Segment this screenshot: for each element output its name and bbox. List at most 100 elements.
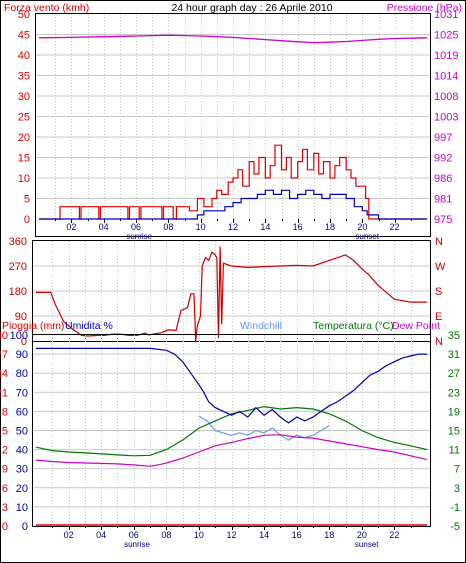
pressure-tick-label: 986 <box>434 173 452 185</box>
temperature-tick-label: 31 <box>448 349 460 361</box>
pressure-tick-label: 1019 <box>434 50 458 62</box>
compass-tick-label: W <box>435 261 446 273</box>
wind-avg-series <box>39 189 427 220</box>
hour-tick-label: 04 <box>99 222 109 232</box>
temperature-axis-ticks: 35 31 27 23 19 15 11 7 3 -1 -5 <box>448 330 460 533</box>
humidity-tick-label: 0 <box>22 521 28 533</box>
temperature-panel-hour-axis: 02 04 06 08 10 12 14 16 18 20 22 sunrise sunset <box>52 526 412 549</box>
hour-tick-label: 08 <box>163 222 173 232</box>
humidity-tick-label: 50 <box>16 426 28 438</box>
temperature-panel-frame <box>32 334 431 527</box>
hour-tick-label: 12 <box>226 530 236 540</box>
sunrise-label: sunrise <box>126 232 152 241</box>
wind-tick-label: 50 <box>18 9 30 21</box>
hour-tick-label: 14 <box>259 530 269 540</box>
hour-tick-label: 10 <box>196 222 206 232</box>
direction-panel-frame <box>32 240 431 342</box>
pressure-tick-label: 1003 <box>434 112 458 124</box>
humidity-tick-label: 60 <box>16 406 28 418</box>
hour-tick-label: 22 <box>389 530 399 540</box>
rain-tick-label: 12 <box>0 445 8 457</box>
rain-tick-label: 15 <box>0 426 8 438</box>
hour-tick-label: 04 <box>96 530 106 540</box>
temperature-legend: Temperatura (°C) <box>313 320 394 332</box>
hour-tick-label: 02 <box>66 222 76 232</box>
wind-panel-grid <box>36 14 430 219</box>
temperature-tick-label: 35 <box>448 330 460 342</box>
pressure-axis-title: Pressione (hPa) <box>387 2 462 14</box>
wind-tick-label: 30 <box>18 91 30 103</box>
wind-axis-title: Forza vento (kmh) <box>4 2 89 14</box>
wind-tick-label: 0 <box>24 214 30 226</box>
pressure-tick-label: 981 <box>434 194 452 206</box>
temperature-tick-label: 23 <box>448 387 460 399</box>
humidity-series <box>36 347 427 424</box>
rain-tick-label: 6 <box>2 483 8 495</box>
pressure-tick-label: 1025 <box>434 30 458 42</box>
pressure-tick-label: 1014 <box>434 71 458 83</box>
temperature-tick-label: 3 <box>454 483 460 495</box>
humidity-tick-label: 30 <box>16 464 28 476</box>
humidity-tick-label: 10 <box>16 502 28 514</box>
temperature-tick-label: 15 <box>448 426 460 438</box>
direction-tick-label: 180 <box>9 286 27 298</box>
rain-axis-title: Pioggia (mm) <box>2 320 64 332</box>
windchill-series <box>198 415 330 441</box>
temperature-series <box>35 405 428 457</box>
humidity-tick-label: 70 <box>16 387 28 399</box>
humidity-tick-label: 90 <box>16 349 28 361</box>
temperature-tick-label: -1 <box>450 502 460 514</box>
windchill-legend: Windchill <box>240 320 282 332</box>
direction-degree-ticks: 360 270 180 90 0 <box>9 236 27 348</box>
pressure-tick-label: 975 <box>434 214 452 226</box>
hour-tick-label: 14 <box>260 222 270 232</box>
wind-tick-label: 25 <box>18 112 30 124</box>
humidity-axis-title: Umidita % <box>65 320 113 332</box>
direction-tick-label: 90 <box>15 311 27 323</box>
wind-tick-label: 10 <box>18 173 30 185</box>
direction-compass-ticks: N W S E N <box>435 236 446 348</box>
rain-tick-label: 24 <box>0 368 8 380</box>
sunset-label: sunset <box>355 540 379 549</box>
hour-tick-label: 06 <box>131 222 141 232</box>
humidity-tick-label: 80 <box>16 368 28 380</box>
dewpoint-series <box>35 434 428 467</box>
compass-tick-label: S <box>435 286 442 298</box>
wind-tick-label: 20 <box>18 132 30 144</box>
hour-tick-label: 20 <box>357 222 367 232</box>
hour-tick-label: 22 <box>390 222 400 232</box>
wind-panel-frame <box>35 13 431 237</box>
hour-tick-label: 16 <box>293 222 303 232</box>
rain-tick-label: 27 <box>0 349 8 361</box>
humidity-tick-label: 40 <box>16 445 28 457</box>
hour-tick-label: 12 <box>228 222 238 232</box>
pressure-tick-label: 992 <box>434 153 452 165</box>
wind-panel-hour-axis: 02 04 06 08 10 12 14 16 18 20 22 sunrise sunset <box>55 219 412 241</box>
dewpoint-legend: Dew Point <box>392 320 440 332</box>
sunset-label: sunset <box>355 232 379 241</box>
hour-tick-label: 08 <box>161 530 171 540</box>
wind-tick-label: 45 <box>18 30 30 42</box>
hour-tick-label: 20 <box>357 530 367 540</box>
humidity-tick-label: 20 <box>16 483 28 495</box>
compass-tick-label: E <box>435 311 442 323</box>
wind-tick-label: 40 <box>18 50 30 62</box>
wind-tick-label: 35 <box>18 71 30 83</box>
hour-tick-label: 16 <box>292 530 302 540</box>
temperature-tick-label: 27 <box>448 368 460 380</box>
compass-tick-label: N <box>435 236 443 248</box>
wind-tick-label: 5 <box>24 194 30 206</box>
temperature-tick-label: 7 <box>454 464 460 476</box>
hour-tick-label: 10 <box>194 530 204 540</box>
rain-tick-label: 18 <box>0 406 8 418</box>
rain-humidity-temperature-panel: 302724211815129630 100908070605040302010… <box>0 330 460 549</box>
hour-tick-label: 02 <box>64 530 74 540</box>
direction-tick-label: 270 <box>9 261 27 273</box>
hour-tick-label: 06 <box>129 530 139 540</box>
temperature-tick-label: -5 <box>450 521 460 533</box>
rain-tick-label: 21 <box>0 387 8 399</box>
